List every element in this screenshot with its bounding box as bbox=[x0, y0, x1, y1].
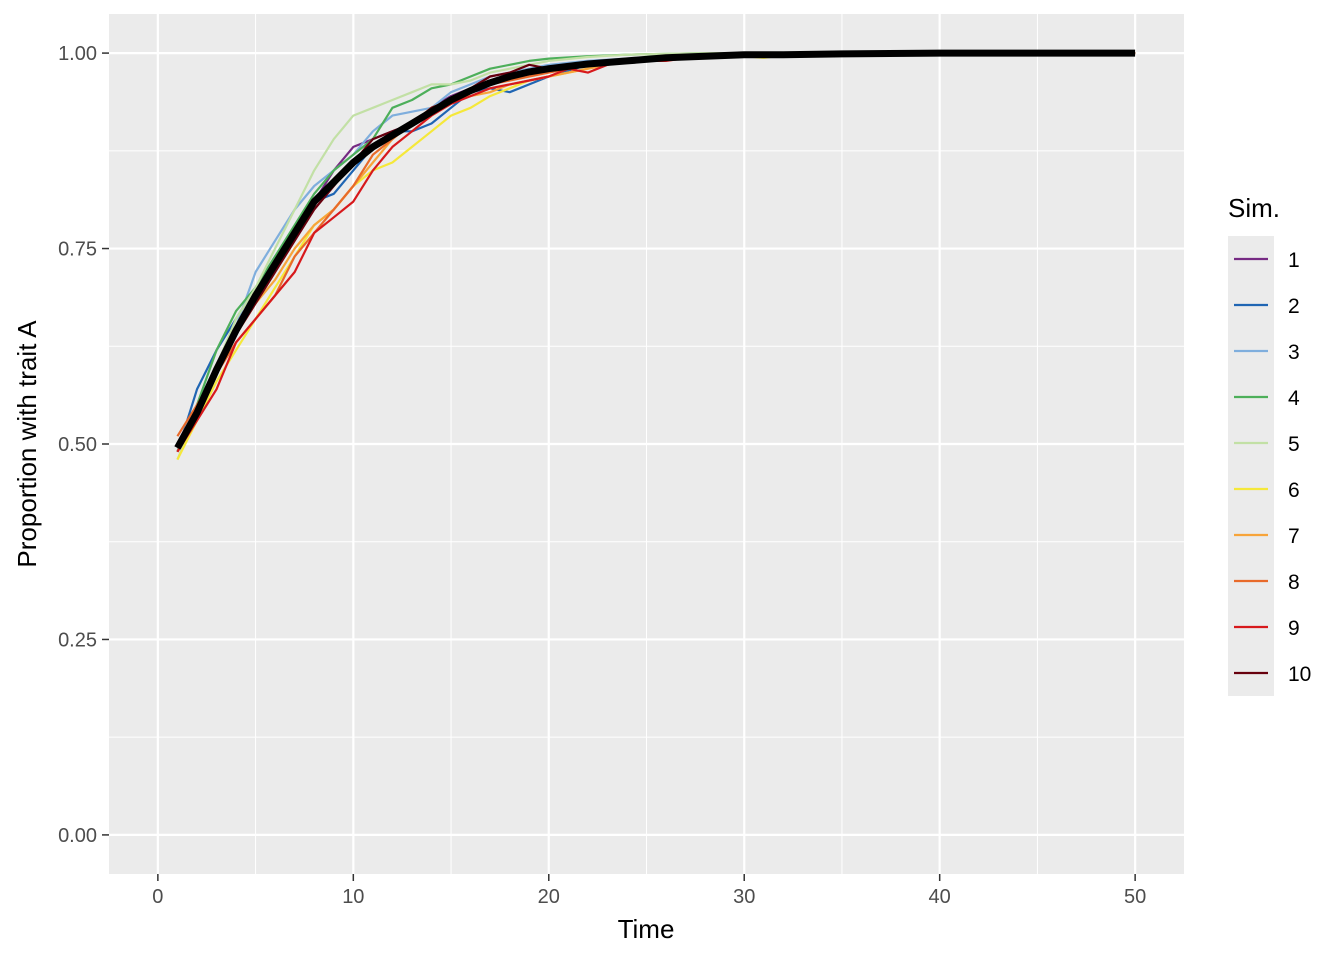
x-tick-label: 40 bbox=[929, 886, 951, 908]
x-tick-label: 20 bbox=[538, 886, 560, 908]
mean-line bbox=[174, 49, 1136, 450]
legend-title: Sim. bbox=[1228, 193, 1280, 223]
y-tick-label: 1.00 bbox=[58, 43, 97, 65]
legend-label-sim-4: 4 bbox=[1288, 387, 1300, 410]
y-tick-label: 0.50 bbox=[58, 434, 97, 456]
y-tick-label: 0.25 bbox=[58, 629, 97, 651]
legend-label-sim-10: 10 bbox=[1288, 663, 1311, 686]
x-tick-label: 0 bbox=[152, 886, 163, 908]
y-axis: 0.00 0.25 0.50 0.75 1.00 bbox=[58, 43, 109, 847]
x-axis: 0 10 20 30 40 50 bbox=[152, 874, 1146, 908]
legend: Sim. 1 2 3 4 5 6 7 8 9 10 bbox=[1228, 193, 1311, 696]
legend-label-sim-9: 9 bbox=[1288, 617, 1300, 640]
y-tick-label: 0.00 bbox=[58, 825, 97, 847]
legend-label-sim-3: 3 bbox=[1288, 341, 1300, 364]
legend-label-sim-7: 7 bbox=[1288, 525, 1300, 548]
legend-label-sim-6: 6 bbox=[1288, 479, 1300, 502]
mean-line-group bbox=[174, 49, 1136, 450]
legend-key-background bbox=[1228, 236, 1274, 696]
y-tick-label: 0.75 bbox=[58, 239, 97, 261]
x-axis-title: Time bbox=[618, 914, 675, 944]
legend-items: 1 2 3 4 5 6 7 8 9 10 bbox=[1234, 249, 1311, 686]
legend-label-sim-5: 5 bbox=[1288, 433, 1300, 456]
legend-label-sim-2: 2 bbox=[1288, 295, 1300, 318]
legend-label-sim-1: 1 bbox=[1288, 249, 1300, 272]
x-tick-label: 30 bbox=[733, 886, 755, 908]
legend-label-sim-8: 8 bbox=[1288, 571, 1300, 594]
y-axis-title: Proportion with trait A bbox=[12, 320, 42, 568]
x-tick-label: 10 bbox=[342, 886, 364, 908]
x-tick-label: 50 bbox=[1124, 886, 1146, 908]
